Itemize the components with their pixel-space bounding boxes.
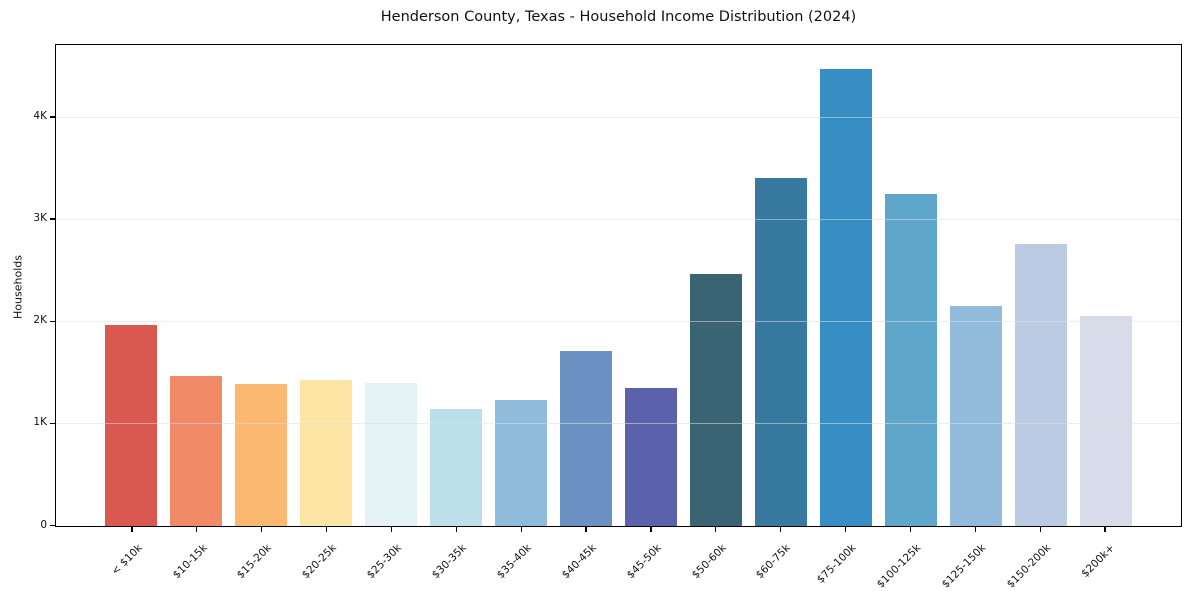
y-tick-label: 2K xyxy=(33,314,47,327)
y-tick-mark xyxy=(50,320,55,322)
x-tick-label-text: $45-50k xyxy=(624,542,664,582)
bar-< $10k xyxy=(105,325,158,526)
bars-container xyxy=(56,45,1181,526)
x-tick-mark xyxy=(650,527,652,532)
bar-slot xyxy=(683,45,748,526)
y-axis-label: Households xyxy=(11,255,25,319)
bar-slot xyxy=(489,45,554,526)
x-tick-label-text: $30-35k xyxy=(429,542,469,582)
bar-$75-100k xyxy=(819,68,872,526)
bar-slot xyxy=(813,45,878,526)
x-tick-label-text: < $10k xyxy=(108,542,145,578)
bar-$25-30k xyxy=(365,382,418,526)
x-tick-mark xyxy=(131,527,133,532)
bar-$150-200k xyxy=(1014,244,1067,526)
bar-slot xyxy=(164,45,229,526)
y-tick-mark xyxy=(50,524,55,527)
bar-$15-20k xyxy=(235,384,288,526)
bar-$30-35k xyxy=(430,409,483,526)
bar-$10-15k xyxy=(170,376,223,526)
x-tick-mark xyxy=(455,527,457,532)
bar-slot xyxy=(1073,45,1138,526)
x-tick-mark xyxy=(844,527,847,532)
x-tick-label-text: $40-45k xyxy=(559,542,599,582)
x-tick-mark xyxy=(1104,527,1106,532)
bar-slot xyxy=(554,45,619,526)
x-tick-mark xyxy=(390,527,393,532)
gridline-2K xyxy=(56,320,1181,322)
bar-$35-40k xyxy=(495,400,548,526)
x-tick-mark xyxy=(325,527,328,532)
bar-$20-25k xyxy=(300,380,353,526)
bar-$40-45k xyxy=(560,350,613,526)
bar-slot xyxy=(294,45,359,526)
y-tick-label: 3K xyxy=(33,212,47,225)
x-tick-label-text: $10-15k xyxy=(170,542,210,582)
x-tick-label-text: $60-75k xyxy=(754,542,794,582)
x-tick-mark xyxy=(585,527,587,532)
x-tick-label-text: $125-150k xyxy=(939,542,988,591)
x-tick-mark xyxy=(520,527,522,532)
x-tick-mark xyxy=(909,527,912,532)
bar-slot xyxy=(878,45,943,526)
bar-$100-125k xyxy=(884,193,937,526)
y-tick-mark xyxy=(50,422,55,425)
bar-$200k+ xyxy=(1079,316,1132,526)
x-tick-label-text: $50-60k xyxy=(689,542,729,582)
bar-slot xyxy=(99,45,164,526)
x-tick-mark xyxy=(196,527,198,532)
x-tick-label-text: $35-40k xyxy=(494,542,534,582)
bar-slot xyxy=(229,45,294,526)
plot-area xyxy=(55,44,1182,527)
y-tick-label: 1K xyxy=(33,416,47,429)
y-tick-label: 4K xyxy=(33,109,47,122)
bar-$60-75k xyxy=(754,178,807,526)
gridline-3K xyxy=(56,218,1181,220)
bar-slot xyxy=(359,45,424,526)
bar-$45-50k xyxy=(624,387,677,526)
x-tick-mark xyxy=(261,527,263,532)
bar-slot xyxy=(943,45,1008,526)
bar-slot xyxy=(619,45,684,526)
x-tick-mark xyxy=(974,527,976,532)
x-tick-mark xyxy=(715,527,717,532)
x-tick-label-text: $20-25k xyxy=(299,542,340,582)
x-tick-label-text: $15-20k xyxy=(235,542,275,582)
bar-$50-60k xyxy=(689,273,742,526)
x-tick-mark xyxy=(780,527,782,532)
y-tick-mark xyxy=(50,218,55,220)
bar-slot xyxy=(748,45,813,526)
x-tick-label-text: $100-125k xyxy=(874,542,923,591)
gridline-1K xyxy=(56,422,1181,424)
x-tick-label-text: $25-30k xyxy=(364,542,404,582)
x-tick-label-text: $150-200k xyxy=(1004,542,1053,591)
chart-title: Henderson County, Texas - Household Inco… xyxy=(380,9,857,25)
x-tick-label-text: $200k+ xyxy=(1079,542,1118,580)
gridline-4K xyxy=(56,116,1181,118)
bar-$125-150k xyxy=(949,306,1002,526)
bar-slot xyxy=(1008,45,1073,526)
x-tick-mark xyxy=(1039,527,1041,532)
y-tick-mark xyxy=(50,116,55,118)
x-tick-label-text: $75-100k xyxy=(814,542,859,586)
bar-slot xyxy=(424,45,489,526)
y-tick-label: 0 xyxy=(40,518,47,531)
